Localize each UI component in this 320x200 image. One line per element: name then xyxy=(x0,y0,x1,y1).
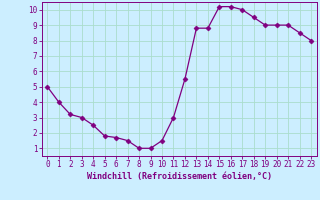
X-axis label: Windchill (Refroidissement éolien,°C): Windchill (Refroidissement éolien,°C) xyxy=(87,172,272,181)
